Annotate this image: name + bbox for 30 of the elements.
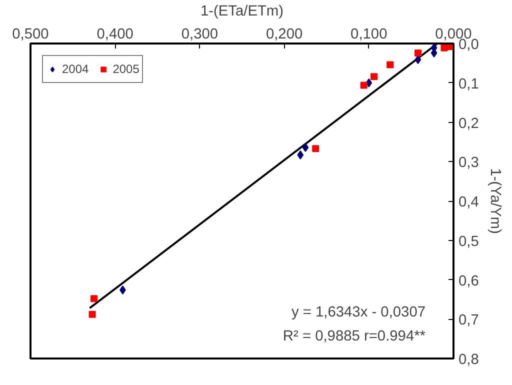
y-axis-title: 1-(Ya/Ym) [486, 168, 503, 234]
point [370, 73, 378, 80]
legend-label: 2005 [112, 62, 140, 76]
legend-label: 2004 [62, 62, 89, 76]
annotation: R² = 0,9885 r=0.994** [282, 328, 426, 344]
x-tick-label: 0,400 [96, 26, 134, 42]
point [312, 145, 320, 152]
x-tick-label: 0,300 [181, 26, 218, 42]
point [302, 142, 309, 152]
x-tick-label: 0,500 [12, 26, 49, 42]
x-tick-label: 0,200 [266, 26, 303, 42]
y-tick-label: 0,3 [458, 155, 479, 172]
point [297, 150, 304, 160]
y-tick-label: 0,6 [458, 273, 479, 290]
point [440, 44, 448, 52]
point [414, 49, 422, 56]
annotation: y = 1,6343x - 0,0307 [291, 304, 426, 320]
y-tick-label: 0,1 [458, 76, 479, 92]
y-tick-label: 0,5 [458, 234, 479, 250]
point [386, 61, 394, 68]
x-axis-title: 1-(ETa/ETm) [200, 4, 284, 20]
x-tick-label: 0,100 [350, 26, 388, 42]
y-tick-label: 0,2 [458, 116, 479, 132]
point [88, 310, 96, 318]
y-tick-label: 0,0 [458, 37, 479, 53]
y-tick-label: 0,7 [458, 312, 479, 329]
y-tick-label: 0,8 [458, 352, 479, 368]
y-tick-label: 0,4 [458, 194, 479, 210]
point [90, 295, 98, 302]
point [360, 82, 368, 89]
